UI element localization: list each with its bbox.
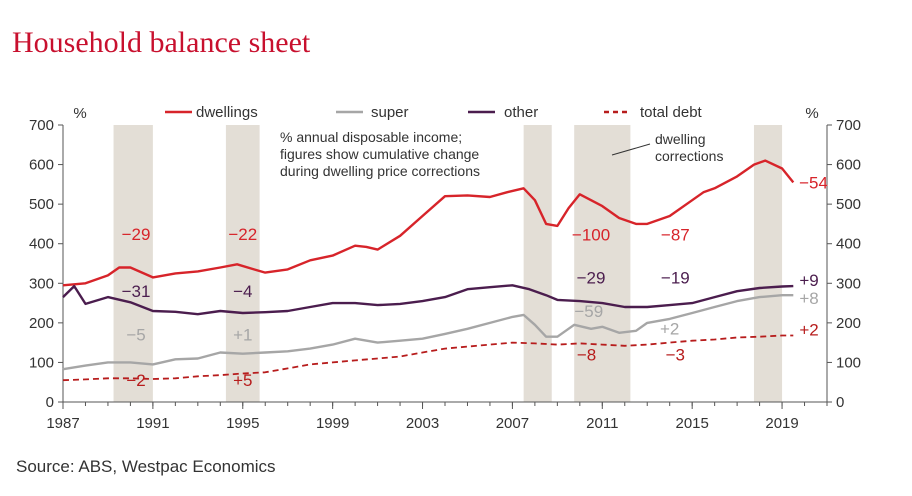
correction-shade-3 [523,125,552,402]
right-y-tick-label: 300 [836,275,861,292]
x-tick-label: 2015 [675,415,708,432]
source-note: Source: ABS, Westpac Economics [16,457,276,476]
correction-shade-4 [574,125,631,402]
right-y-tick-label: 500 [836,196,861,213]
series-line-dwellings [62,159,795,287]
x-tick-label: 2019 [765,415,798,432]
left-y-tick-label: 300 [29,275,54,292]
correction-shade-1 [113,125,153,402]
left-y-tick-label: 500 [29,196,54,213]
correction-shade-5 [753,125,783,402]
value-label-dwellings: −87 [661,226,690,245]
left-y-tick-label: 600 [29,157,54,174]
value-label-other: −31 [122,282,151,301]
series-line-super [62,294,794,371]
value-label-other: +9 [799,271,818,290]
right-y-tick-label: 700 [836,117,861,134]
right-y-tick-label: 100 [836,354,861,371]
left-y-unit: % [73,105,86,122]
legend-label-total-debt: total debt [640,104,703,121]
value-label-super: +8 [799,289,818,308]
value-label-other: −29 [577,268,606,287]
corrections-pointer-line [611,143,651,156]
annotation-note: % annual disposable income; figures show … [280,129,480,179]
series-line-total-debt [62,334,794,382]
x-tick-label: 2011 [586,415,618,432]
value-label-other: −19 [661,268,690,287]
value-label-dwellings: −29 [122,225,151,244]
x-tick-label: 1991 [136,415,169,432]
left-y-tick-label: 200 [29,315,54,332]
legend-label-dwellings: dwellings [196,104,258,121]
value-label-total-debt: +5 [233,371,252,390]
legend-label-super: super [371,104,409,121]
value-label-super: +2 [660,320,679,339]
x-tick-label: 2003 [406,415,439,432]
value-label-total-debt: −2 [126,371,145,390]
series-line-other [62,284,794,316]
legend-label-other: other [504,104,538,121]
chart-title: Household balance sheet [12,26,311,59]
right-y-unit: % [805,105,818,122]
value-label-super: +1 [233,326,252,345]
x-tick-label: 1995 [226,415,259,432]
x-tick-label: 1999 [316,415,349,432]
left-y-tick-label: 0 [46,394,54,411]
corrections-label: dwelling corrections [655,131,723,164]
x-tick-label: 2007 [496,415,529,432]
left-y-tick-label: 700 [29,117,54,134]
value-label-other: −4 [233,282,252,301]
left-y-tick-label: 400 [29,236,54,253]
value-label-total-debt: +2 [799,321,818,340]
value-label-super: −5 [126,326,145,345]
value-label-super: −59 [574,302,603,321]
right-y-tick-label: 600 [836,157,861,174]
x-tick-label: 1987 [46,415,79,432]
value-label-dwellings: −100 [572,226,610,245]
right-y-tick-label: 400 [836,236,861,253]
value-label-dwellings: −54 [799,173,828,192]
right-y-tick-label: 0 [836,394,844,411]
value-label-total-debt: −8 [577,345,596,364]
left-y-tick-label: 100 [29,354,54,371]
value-label-total-debt: −3 [666,345,685,364]
correction-shade-2 [225,125,260,402]
right-y-tick-label: 200 [836,315,861,332]
value-label-dwellings: −22 [228,225,257,244]
